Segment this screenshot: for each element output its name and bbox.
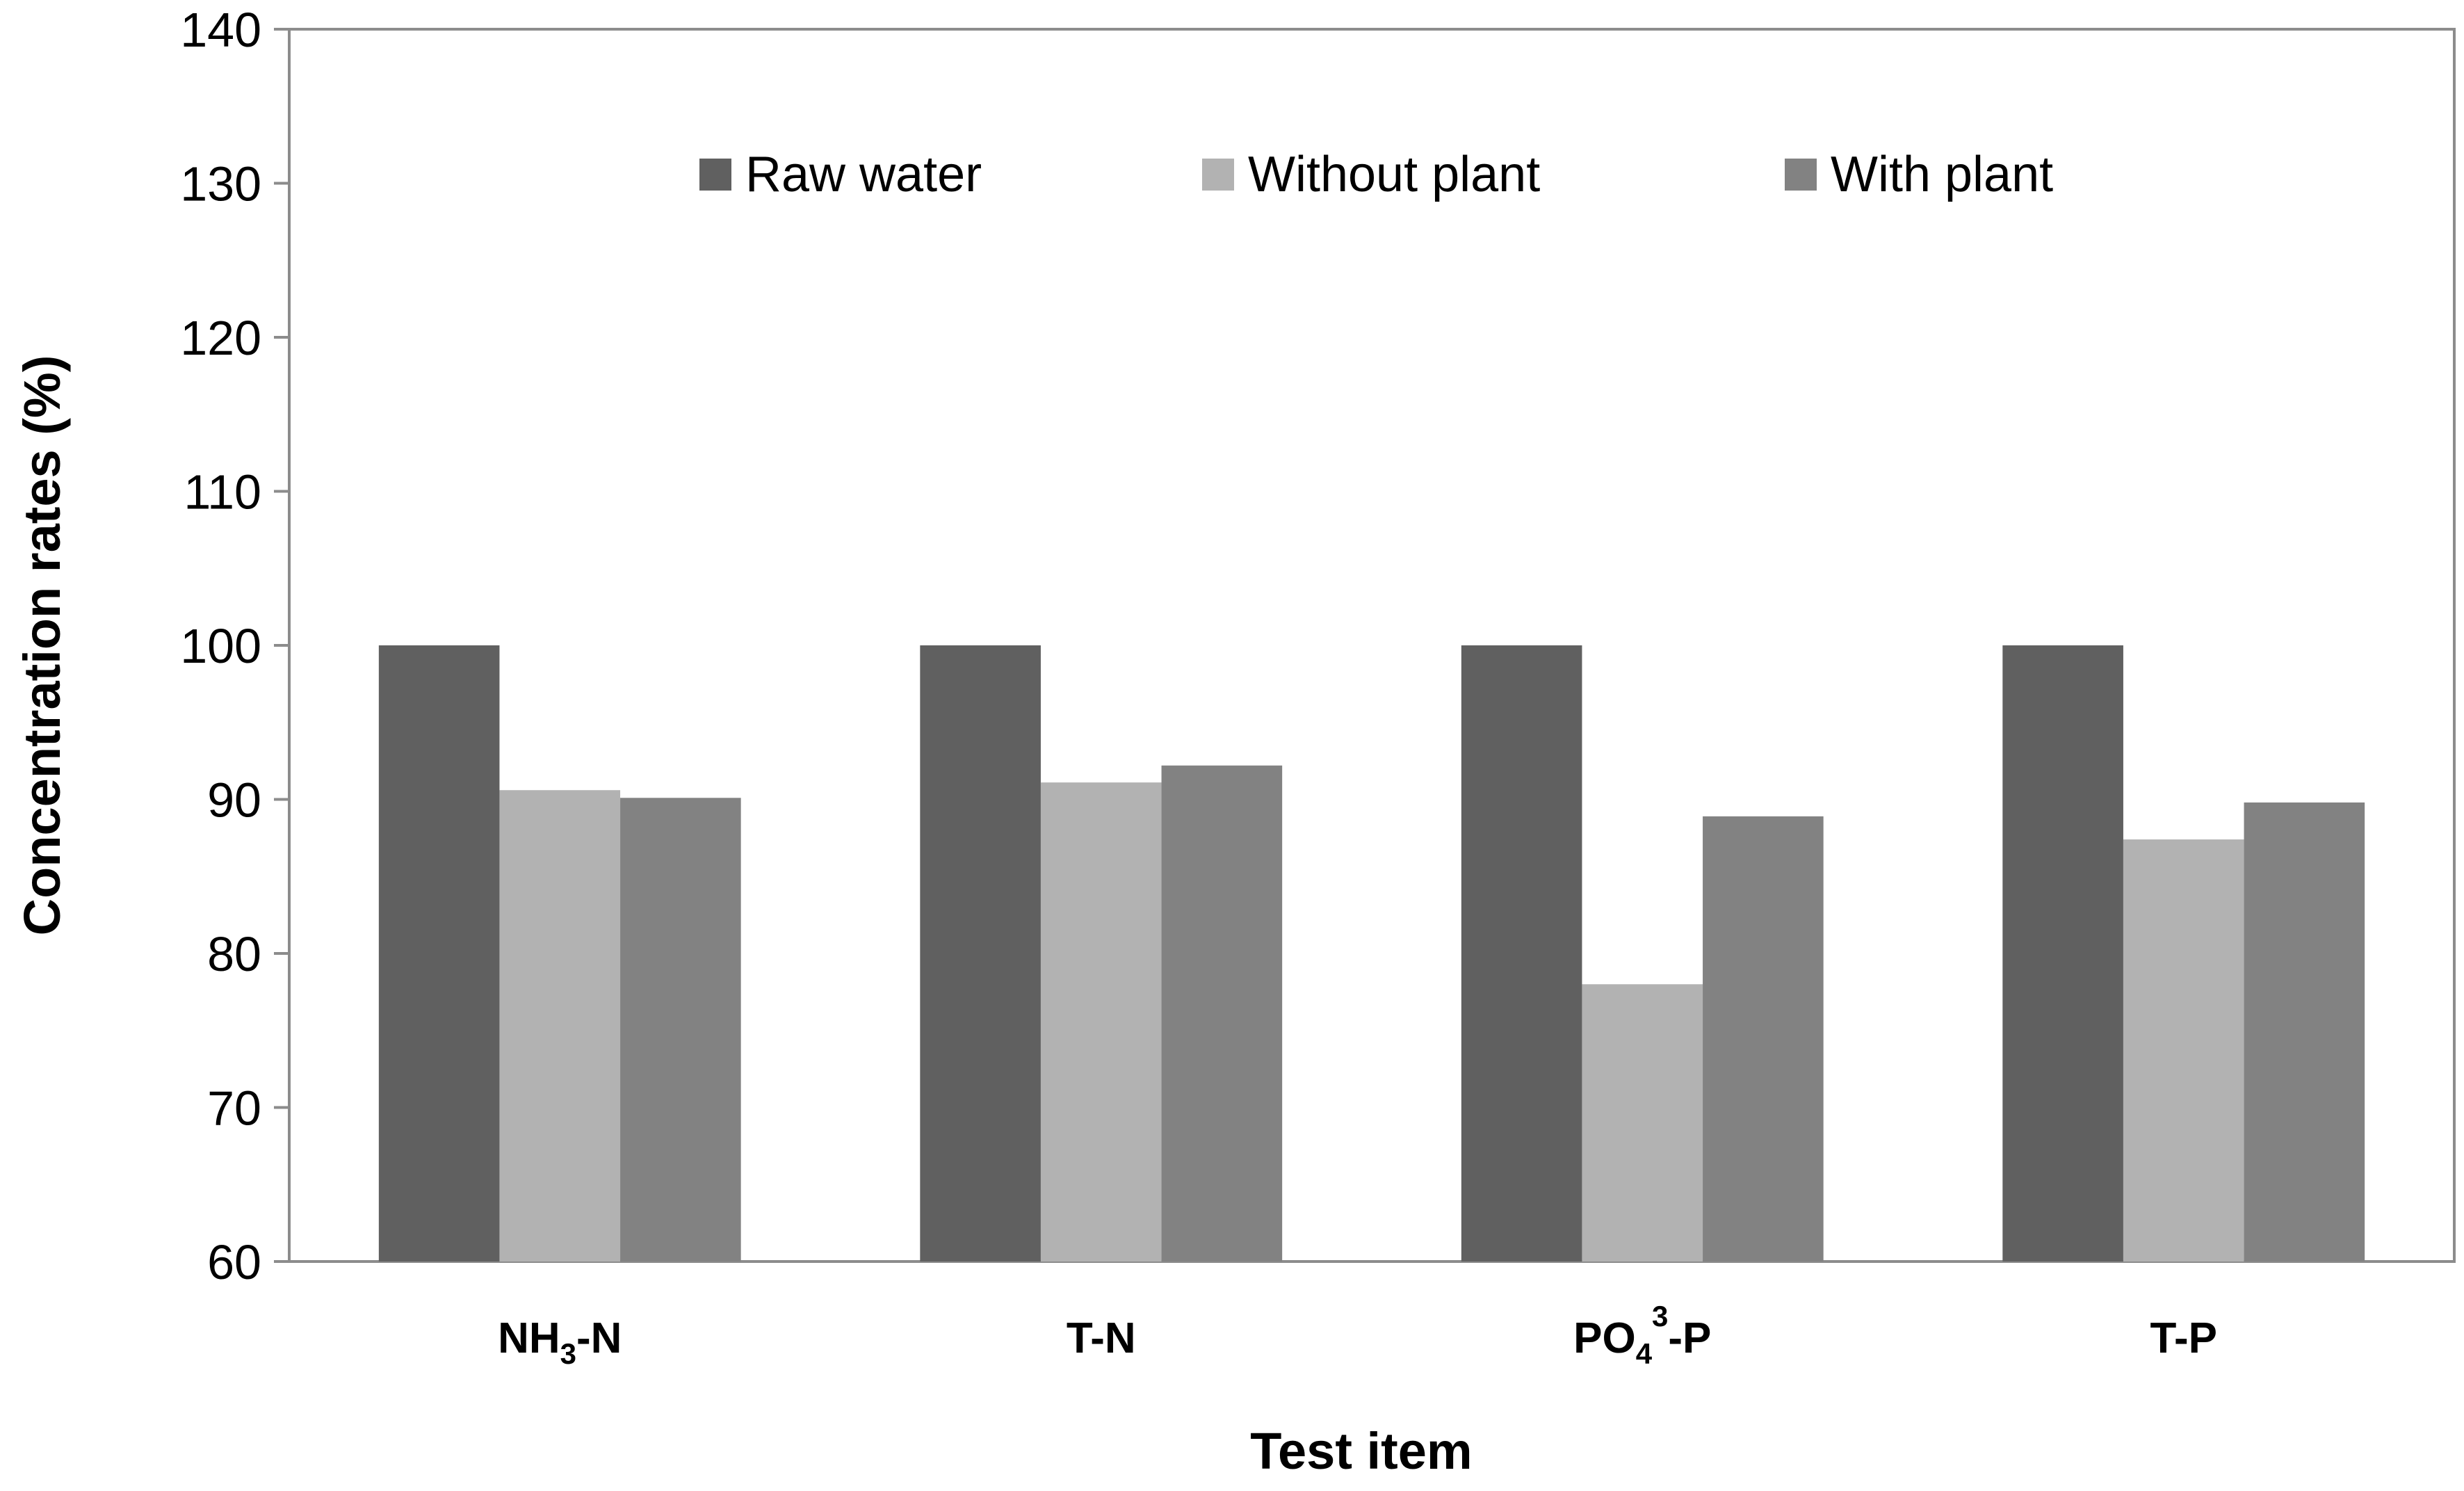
bar-group — [378, 645, 2365, 1262]
x-category-label: NH3-N — [498, 1314, 622, 1370]
y-tick-label: 140 — [180, 3, 261, 57]
bar — [2123, 839, 2244, 1262]
y-tick-label: 120 — [180, 311, 261, 365]
y-tick-label: 110 — [184, 465, 261, 519]
x-axis-categories: NH3-N T-N PO43-P T-P — [498, 1300, 2217, 1370]
x-axis-title: Test item — [1250, 1422, 1472, 1480]
y-tick-label: 90 — [207, 773, 261, 828]
y-tick-label: 60 — [207, 1235, 261, 1289]
bar — [499, 790, 621, 1262]
y-tick-label: 130 — [180, 157, 261, 211]
bar — [1582, 984, 1703, 1262]
x-category-label: T-P — [2150, 1314, 2217, 1362]
legend-swatch — [1785, 159, 1817, 191]
legend-label: With plant — [1831, 147, 2053, 202]
bar — [620, 798, 741, 1262]
legend-label: Raw water — [745, 147, 982, 202]
bar — [1703, 816, 1824, 1262]
y-axis-title: Concentration rates (%) — [13, 355, 71, 936]
legend-swatch — [699, 159, 731, 191]
bar — [920, 645, 1041, 1262]
bar — [1040, 782, 1162, 1262]
bar — [1461, 645, 1582, 1262]
legend-swatch — [1202, 159, 1234, 191]
legend-label: Without plant — [1248, 147, 1540, 202]
bar — [1161, 765, 1283, 1262]
bar — [2244, 802, 2365, 1262]
legend: Raw water Without plant With plant — [699, 147, 2053, 202]
bar — [2002, 645, 2123, 1262]
x-category-label: T-N — [1067, 1314, 1136, 1362]
bar — [378, 645, 500, 1262]
y-tick-label: 100 — [180, 619, 261, 673]
y-tick-label: 70 — [207, 1081, 261, 1136]
y-axis: 60 70 80 90 100 110 120 130 140 — [180, 3, 289, 1289]
x-category-label: PO43-P — [1573, 1300, 1711, 1370]
y-tick-label: 80 — [207, 927, 261, 981]
